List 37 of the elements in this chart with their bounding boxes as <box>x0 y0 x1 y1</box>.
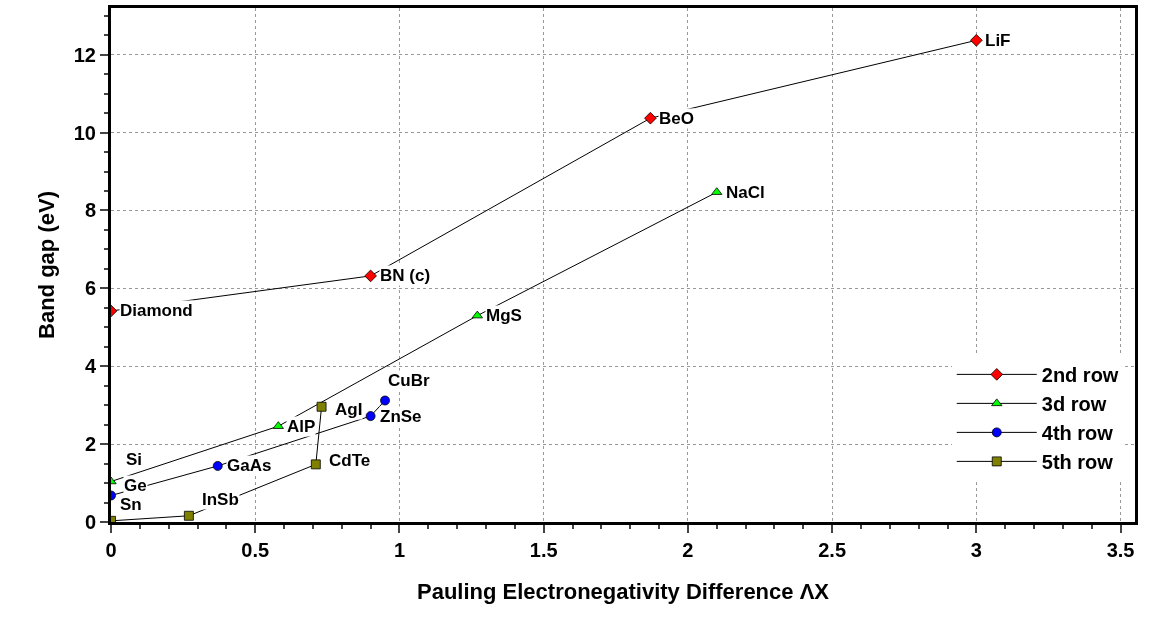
annotation: AlP <box>287 417 316 436</box>
y-tick-label: 12 <box>73 43 96 66</box>
y-tick-label: 4 <box>84 355 97 378</box>
annotation: MgS <box>486 306 522 325</box>
y-tick-label: 8 <box>84 199 96 222</box>
annotation: BN (c) <box>380 266 431 285</box>
legend-label: 5th row <box>1041 451 1114 474</box>
x-tick-label: 3 <box>970 539 982 561</box>
legend-label: 4th row <box>1041 422 1114 445</box>
x-tick-label: 2 <box>682 539 694 561</box>
x-tick-label: 0 <box>105 539 117 561</box>
x-tick-label: 1 <box>393 539 406 561</box>
annotation: CdTe <box>329 451 371 470</box>
y-tick-label: 0 <box>84 511 96 533</box>
legend-label: 3d row <box>1041 393 1107 416</box>
y-axis-title: Band gap (eV) <box>33 191 59 339</box>
annotation: Sn <box>120 495 142 514</box>
x-tick-label: 2.5 <box>818 539 847 561</box>
annotation: BeO <box>659 109 694 128</box>
legend-label: 2nd row <box>1041 364 1119 387</box>
x-tick-label: 1.5 <box>529 539 558 561</box>
annotation: GaAs <box>227 456 272 475</box>
y-tick-label: 2 <box>84 433 96 456</box>
x-tick-label: 3.5 <box>1106 539 1135 561</box>
y-tick-label: 10 <box>73 121 96 144</box>
annotation: Ge <box>124 476 147 495</box>
annotation: Si <box>126 450 143 469</box>
annotation: AgI <box>335 400 363 419</box>
y-tick-label: 6 <box>84 277 96 300</box>
x-axis-title: Pauling Electronegativity Difference ΛX <box>416 578 830 604</box>
annotation: LiF <box>985 31 1011 50</box>
x-tick-label: 0.5 <box>241 539 270 561</box>
annotation: Diamond <box>120 301 193 320</box>
annotation: ZnSe <box>380 407 422 426</box>
annotation: InSb <box>202 490 239 509</box>
annotation: CuBr <box>388 371 430 390</box>
annotation: NaCl <box>726 183 765 202</box>
